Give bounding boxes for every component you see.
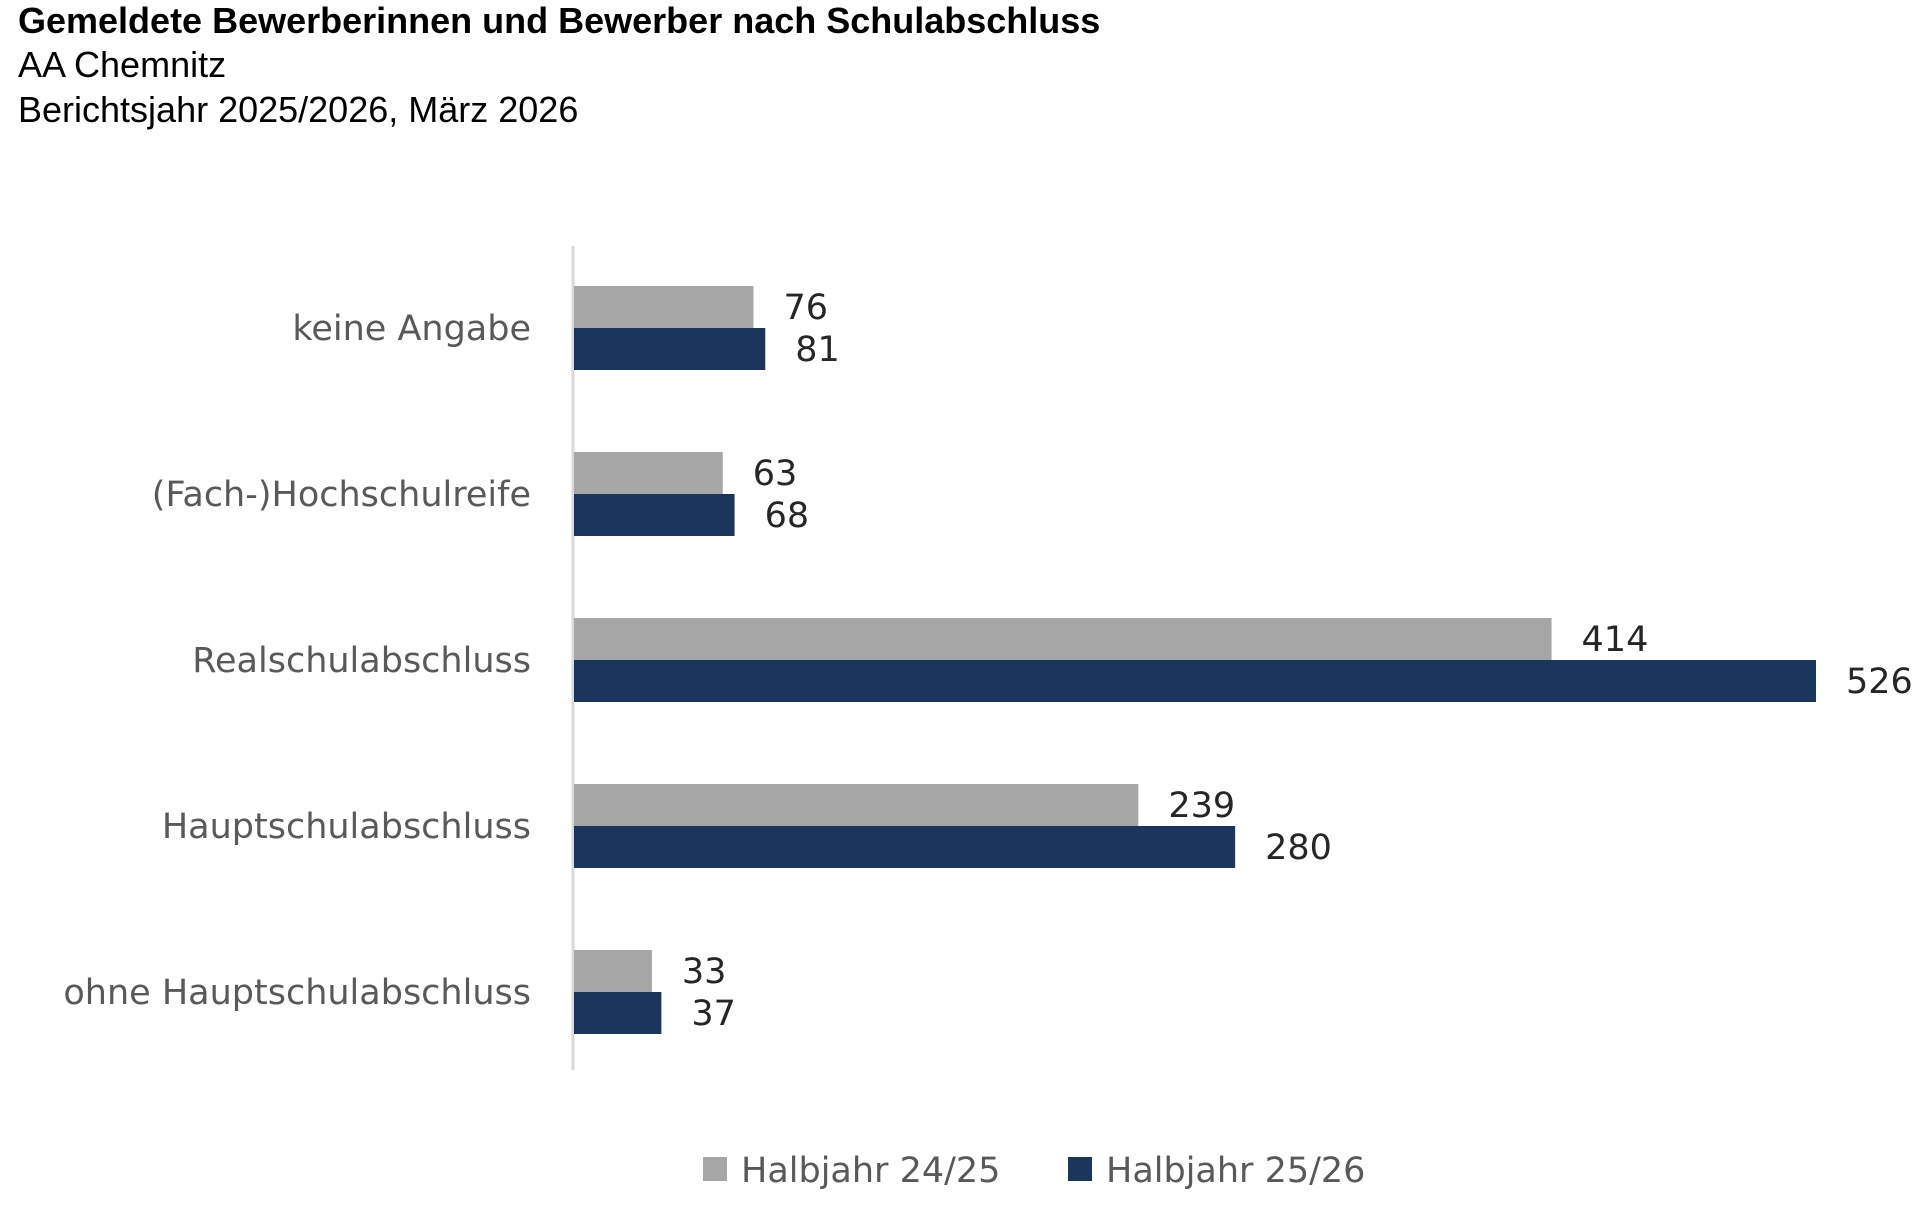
bar — [574, 452, 723, 494]
chart-title: Gemeldete Bewerberinnen und Bewerber nac… — [18, 0, 1101, 41]
bar — [574, 992, 662, 1034]
data-label: 81 — [795, 330, 840, 370]
category-label: keine Angabe — [292, 309, 531, 349]
data-label: 37 — [691, 994, 736, 1034]
bar — [574, 618, 1552, 660]
data-label: 76 — [783, 288, 828, 328]
legend-swatch — [703, 1157, 727, 1181]
chart-subtitle-period: Berichtsjahr 2025/2026, März 2026 — [18, 89, 579, 130]
data-label: 63 — [753, 454, 798, 494]
data-label: 68 — [765, 496, 810, 536]
legend-swatch — [1068, 1157, 1092, 1181]
category-label: Hauptschulabschluss — [162, 807, 531, 847]
bar — [574, 826, 1236, 868]
category-label: ohne Hauptschulabschluss — [63, 973, 531, 1013]
legend-label: Halbjahr 24/25 — [741, 1151, 1000, 1191]
category-label: Realschulabschluss — [192, 641, 531, 681]
chart-subtitle-region: AA Chemnitz — [18, 44, 227, 85]
bar — [574, 950, 652, 992]
bar — [574, 328, 766, 370]
data-label: 33 — [682, 952, 727, 992]
category-label: (Fach-)Hochschulreife — [152, 475, 531, 515]
data-label: 414 — [1582, 620, 1649, 660]
data-label: 280 — [1265, 828, 1332, 868]
data-label: 526 — [1846, 662, 1913, 702]
legend-label: Halbjahr 25/26 — [1106, 1151, 1365, 1191]
bar — [574, 494, 735, 536]
data-label: 239 — [1168, 786, 1235, 826]
bar — [574, 286, 754, 328]
bar — [574, 660, 1816, 702]
bar — [574, 784, 1139, 826]
